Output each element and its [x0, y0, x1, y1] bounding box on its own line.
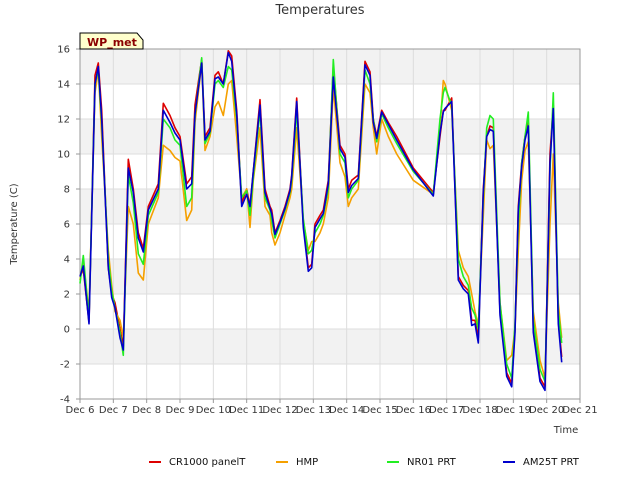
- legend-label: AM25T PRT: [523, 457, 580, 468]
- x-axis-title: Time: [553, 425, 578, 436]
- x-tick-label: Dec 8: [132, 405, 161, 416]
- series-line-am25t-prt: [79, 51, 563, 392]
- y-tick-label: -4: [60, 395, 70, 406]
- y-tick-label: 0: [64, 325, 70, 336]
- x-tick-label: Dec 19: [496, 405, 531, 416]
- y-tick-label: 16: [57, 45, 70, 56]
- y-tick-label: -2: [60, 360, 70, 371]
- x-tick-label: Dec 18: [462, 405, 497, 416]
- y-tick-label: 12: [57, 115, 70, 126]
- y-tick-label: 2: [64, 290, 70, 301]
- legend-label: HMP: [296, 457, 318, 468]
- y-tick-label: 14: [57, 80, 70, 91]
- x-tick-label: Dec 7: [99, 405, 128, 416]
- legend-item-hmp: HMP: [276, 457, 318, 468]
- legend-item-cr1000-panelt: CR1000 panelT: [149, 457, 246, 468]
- badge-box: [79, 32, 144, 50]
- x-tick-label: Dec 14: [329, 405, 364, 416]
- x-tick-label: Dec 20: [529, 405, 564, 416]
- x-tick-label: Dec 9: [166, 405, 195, 416]
- x-tick-label: Dec 13: [296, 405, 331, 416]
- x-tick-label: Dec 17: [429, 405, 464, 416]
- x-tick-label: Dec 16: [396, 405, 431, 416]
- x-tick-label: Dec 10: [196, 405, 231, 416]
- y-axis-ticks: -4 -2 0 2 4 6 8 10 12 14 16: [57, 45, 80, 406]
- x-tick-label: Dec 21: [562, 405, 597, 416]
- y-tick-label: 8: [64, 185, 70, 196]
- x-tick-label: Dec 11: [229, 405, 264, 416]
- x-tick-label: Dec 12: [262, 405, 297, 416]
- legend-label: NR01 PRT: [407, 457, 457, 468]
- y-axis-title: Temperature (C): [9, 183, 20, 265]
- badge-label: WP_met: [87, 36, 137, 49]
- y-tick-label: 4: [64, 255, 70, 266]
- legend-item-nr01-prt: NR01 PRT: [387, 457, 457, 468]
- chart-title: Temperatures: [274, 3, 364, 18]
- background-band: [80, 329, 580, 364]
- y-tick-label: 6: [64, 220, 70, 231]
- legend: CR1000 panelT HMP NR01 PRT AM25T PRT: [149, 457, 580, 468]
- background-band: [80, 259, 580, 294]
- legend-label: CR1000 panelT: [169, 457, 246, 468]
- badge: WP_met: [79, 32, 144, 50]
- y-tick-label: 10: [57, 150, 70, 161]
- series-layer: [79, 49, 563, 392]
- background-band: [80, 49, 580, 84]
- x-tick-label: Dec 6: [66, 405, 95, 416]
- x-tick-label: Dec 15: [362, 405, 397, 416]
- legend-item-am25t-prt: AM25T PRT: [503, 457, 580, 468]
